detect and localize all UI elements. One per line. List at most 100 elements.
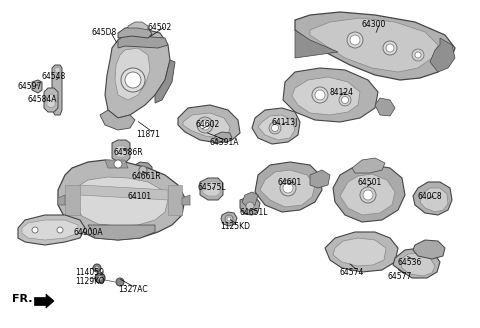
- Polygon shape: [420, 188, 448, 212]
- Circle shape: [139, 166, 147, 174]
- Polygon shape: [242, 192, 258, 208]
- Text: 64584A: 64584A: [28, 95, 58, 104]
- Polygon shape: [183, 113, 230, 138]
- Circle shape: [415, 52, 421, 58]
- Circle shape: [386, 44, 394, 52]
- Circle shape: [350, 35, 360, 45]
- Circle shape: [383, 41, 397, 55]
- Polygon shape: [400, 253, 435, 276]
- Text: 64101: 64101: [127, 192, 151, 201]
- Text: 114059: 114059: [75, 268, 104, 277]
- Polygon shape: [100, 110, 135, 130]
- Polygon shape: [155, 60, 175, 103]
- Polygon shape: [58, 160, 185, 240]
- Circle shape: [246, 202, 254, 210]
- Polygon shape: [55, 67, 60, 73]
- Polygon shape: [340, 174, 395, 215]
- Polygon shape: [292, 77, 360, 115]
- Text: 84124: 84124: [330, 88, 354, 97]
- Text: 64300: 64300: [362, 20, 386, 29]
- Polygon shape: [75, 177, 168, 226]
- Circle shape: [225, 215, 233, 223]
- Circle shape: [269, 122, 281, 134]
- Polygon shape: [413, 182, 452, 215]
- Circle shape: [197, 117, 213, 133]
- Text: 64602: 64602: [195, 120, 219, 129]
- Text: 645D8: 645D8: [92, 28, 117, 37]
- Polygon shape: [34, 297, 48, 305]
- Polygon shape: [283, 68, 378, 122]
- Text: 64597: 64597: [18, 82, 42, 91]
- Polygon shape: [295, 12, 455, 80]
- Text: 64548: 64548: [42, 72, 66, 81]
- Polygon shape: [260, 170, 315, 207]
- Circle shape: [97, 276, 103, 280]
- Polygon shape: [105, 160, 128, 168]
- Polygon shape: [310, 170, 330, 188]
- Circle shape: [360, 187, 376, 203]
- Polygon shape: [413, 240, 445, 259]
- Text: 1125KD: 1125KD: [220, 222, 250, 231]
- Polygon shape: [255, 162, 322, 212]
- Text: 1129KO: 1129KO: [75, 277, 105, 286]
- Circle shape: [114, 160, 122, 168]
- Polygon shape: [430, 38, 455, 72]
- Polygon shape: [44, 88, 58, 112]
- Text: 64574: 64574: [340, 268, 364, 277]
- Circle shape: [93, 264, 101, 272]
- Polygon shape: [325, 232, 398, 272]
- Text: 64502: 64502: [148, 23, 172, 32]
- Polygon shape: [333, 238, 386, 266]
- Circle shape: [283, 183, 293, 193]
- Polygon shape: [115, 48, 150, 100]
- Polygon shape: [295, 30, 338, 58]
- Circle shape: [347, 32, 363, 48]
- Circle shape: [57, 227, 63, 233]
- Polygon shape: [47, 94, 55, 108]
- Polygon shape: [128, 22, 148, 30]
- Text: 64586R: 64586R: [113, 148, 143, 157]
- Polygon shape: [352, 158, 385, 173]
- Polygon shape: [310, 18, 438, 72]
- Circle shape: [116, 278, 124, 286]
- Polygon shape: [105, 30, 170, 118]
- Circle shape: [227, 217, 231, 221]
- Circle shape: [412, 49, 424, 61]
- Text: 64501: 64501: [357, 178, 381, 187]
- Polygon shape: [88, 225, 155, 240]
- Polygon shape: [203, 182, 220, 196]
- Polygon shape: [182, 195, 190, 205]
- Polygon shape: [46, 294, 54, 308]
- Polygon shape: [215, 132, 232, 142]
- Polygon shape: [375, 98, 395, 116]
- Polygon shape: [333, 165, 405, 222]
- Polygon shape: [178, 105, 240, 143]
- Text: 64113J: 64113J: [272, 118, 299, 127]
- Polygon shape: [135, 162, 152, 178]
- Circle shape: [121, 68, 145, 92]
- Text: 64391A: 64391A: [210, 138, 240, 147]
- Polygon shape: [258, 115, 295, 140]
- Polygon shape: [393, 248, 440, 278]
- Circle shape: [272, 125, 278, 132]
- Text: 64601: 64601: [278, 178, 302, 187]
- Polygon shape: [118, 35, 168, 48]
- Circle shape: [339, 94, 351, 106]
- Polygon shape: [252, 108, 300, 144]
- Text: FR.: FR.: [12, 294, 33, 304]
- Circle shape: [32, 227, 38, 233]
- Circle shape: [341, 96, 348, 104]
- Text: 64651L: 64651L: [240, 208, 268, 217]
- Polygon shape: [65, 185, 80, 215]
- Circle shape: [200, 120, 210, 130]
- Circle shape: [315, 90, 325, 100]
- Polygon shape: [58, 195, 65, 205]
- Polygon shape: [22, 220, 78, 240]
- Circle shape: [280, 180, 296, 196]
- Text: 640C8: 640C8: [418, 192, 443, 201]
- Text: 1327AC: 1327AC: [118, 285, 148, 294]
- Polygon shape: [168, 185, 182, 215]
- Polygon shape: [118, 26, 152, 38]
- Polygon shape: [52, 65, 62, 115]
- Circle shape: [363, 190, 373, 200]
